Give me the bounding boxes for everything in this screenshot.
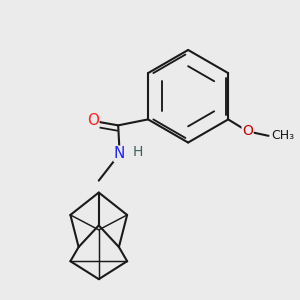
Text: CH₃: CH₃ [272, 129, 295, 142]
Text: N: N [114, 146, 125, 161]
Text: O: O [242, 124, 253, 138]
Text: O: O [87, 113, 99, 128]
Text: H: H [132, 145, 143, 159]
